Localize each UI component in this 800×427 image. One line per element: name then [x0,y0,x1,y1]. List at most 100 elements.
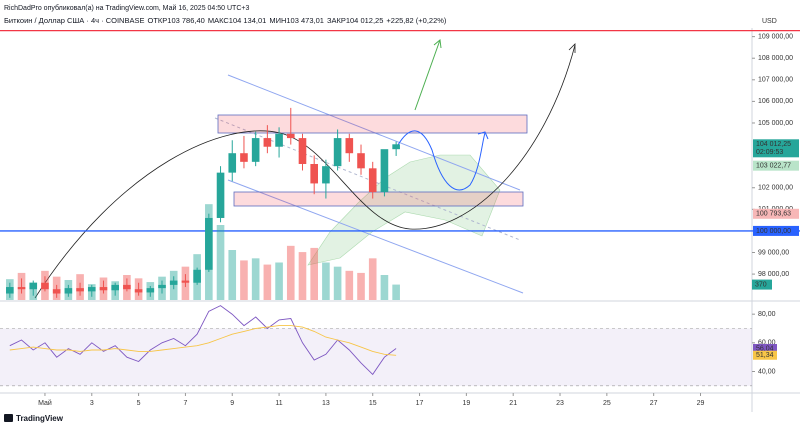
legend-text: ОТКР [147,16,167,25]
candle-body [392,144,400,150]
candle-body [298,138,307,164]
candle-body [41,282,49,290]
rsi-line [9,325,397,356]
candle-body [76,288,84,292]
attribution: RichDadPro опубликовал(а) на TradingView… [4,4,249,12]
price-tag-label: 103 022,77 [756,163,791,170]
x-tick-label: 21 [509,400,517,407]
x-tick-label: 23 [556,400,564,407]
arrow-head [568,43,576,53]
zone [217,114,528,134]
candle-body [64,288,73,294]
currency: USD [762,18,777,25]
rsi-tag-label: 56,04 [756,345,774,352]
rsi-tag [753,350,777,360]
candle-body [52,289,61,294]
y-tick-label: 99 000,00 [758,249,789,256]
legend-text: 104 134,01 [229,16,267,25]
volume-bar [345,270,354,300]
x-tick-label: 27 [650,400,658,407]
rsi-tick-label: 60,00 [758,340,776,347]
y-tick-label: 98 000,00 [758,271,789,278]
candle-body [169,280,178,285]
candle-body [193,269,201,283]
arrow-head [477,131,489,140]
countdown: 02:09:53 [756,149,783,156]
forecast-curve [397,130,486,191]
projection-curve [34,44,576,299]
price-tag [753,160,799,171]
candle-body [310,164,318,184]
legend-text: 103 786,40 [167,16,205,25]
rsi-band [0,328,752,386]
rsi-tag [753,344,777,354]
volume-bar [333,266,342,300]
price-tag-label: 100 000,00 [756,228,791,235]
x-tick-label: 15 [369,400,377,407]
volume-bar [275,262,283,300]
volume-bar [216,225,225,300]
candle-body [380,149,389,193]
y-tick-label: 105 000,00 [758,120,793,127]
volume-bar [310,247,318,300]
candle-body [240,153,248,162]
x-tick-label: 9 [230,400,234,407]
y-tick-label: 107 000,00 [758,77,793,84]
brand: TradingView [16,414,64,423]
legend-text: МИН [269,16,286,25]
x-tick-label: 7 [183,400,187,407]
candle-body [146,288,155,293]
channel-line [227,74,521,191]
y-tick-label: 102 000,00 [758,185,793,192]
candle-body [286,133,295,139]
channel-line [227,179,524,294]
x-tick-label: 25 [603,400,611,407]
x-tick-label: 3 [90,400,94,407]
price-tag-label: 104 012,25 [756,141,791,148]
rsi-tick-label: 80,00 [758,311,776,318]
volume-bar [357,272,365,300]
candle-body [123,284,131,290]
candle-body [322,166,330,184]
candle-body [205,217,213,270]
candle-body [345,138,354,154]
x-tick-label: 11 [275,400,282,407]
candle-body [29,282,38,290]
volume-tag [752,279,772,290]
candle-body [6,287,14,294]
candle-body [158,284,166,289]
candle-body [181,280,190,283]
candle-body [228,153,237,173]
logo-icon [4,414,13,422]
y-tick-label: 108 000,00 [758,55,793,62]
candle-body [99,287,108,291]
candle-body [333,138,342,167]
volume-bar [322,262,330,300]
arrow-head [433,39,442,49]
volume-bar [228,250,237,300]
legend-text: Биткоин / Доллар США · 4ч · COINBASE [4,16,144,25]
x-tick-label: 5 [137,400,141,407]
price-tag-label: 100 793,63 [756,211,791,218]
price-tag [753,139,799,158]
cloud [307,154,501,266]
candle-body [275,133,283,147]
rsi-tag-label: 51,34 [756,352,774,359]
arrow [414,39,441,111]
candle-body [17,287,26,290]
volume-bar [380,275,389,300]
legend-text: 103 473,01 [286,16,324,25]
y-tick-label: 106 000,00 [758,98,793,105]
rsi-line [9,305,397,376]
candle-body [87,287,96,292]
x-tick-label: 13 [322,400,330,407]
price-tag [753,208,799,219]
x-tick-label: 19 [462,400,470,407]
logo: TradingView [4,414,64,423]
volume-tag-label: 370 [755,281,767,288]
candle-body [368,168,377,193]
x-tick-label: 29 [697,400,705,407]
